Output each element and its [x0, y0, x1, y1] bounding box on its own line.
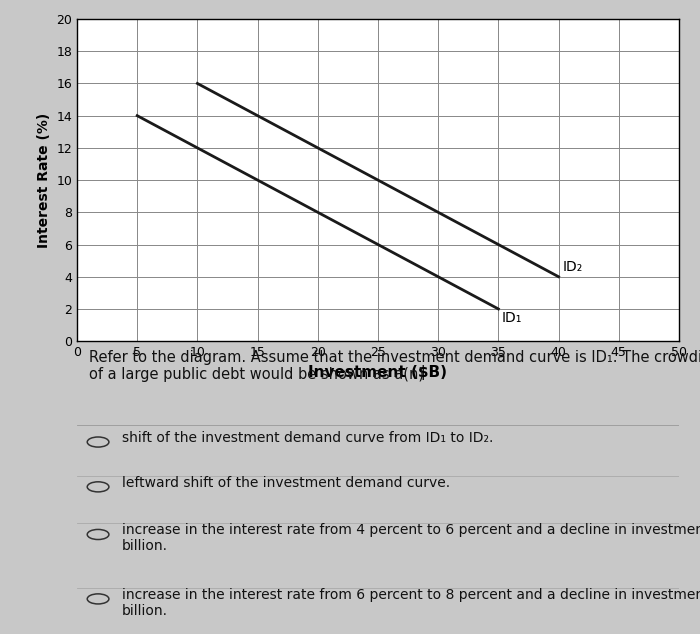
- Text: leftward shift of the investment demand curve.: leftward shift of the investment demand …: [122, 476, 450, 489]
- Text: Refer to the diagram. Assume that the investment demand curve is ID₁. The crowdi: Refer to the diagram. Assume that the in…: [89, 349, 700, 382]
- Text: shift of the investment demand curve from ID₁ to ID₂.: shift of the investment demand curve fro…: [122, 431, 494, 445]
- Text: increase in the interest rate from 4 percent to 6 percent and a decline in inves: increase in the interest rate from 4 per…: [122, 523, 700, 553]
- X-axis label: Investment ($B): Investment ($B): [309, 365, 447, 380]
- Text: ID₁: ID₁: [502, 311, 522, 325]
- Y-axis label: Interest Rate (%): Interest Rate (%): [36, 112, 50, 248]
- Text: ID₂: ID₂: [562, 259, 582, 273]
- Text: increase in the interest rate from 6 percent to 8 percent and a decline in inves: increase in the interest rate from 6 per…: [122, 588, 700, 618]
